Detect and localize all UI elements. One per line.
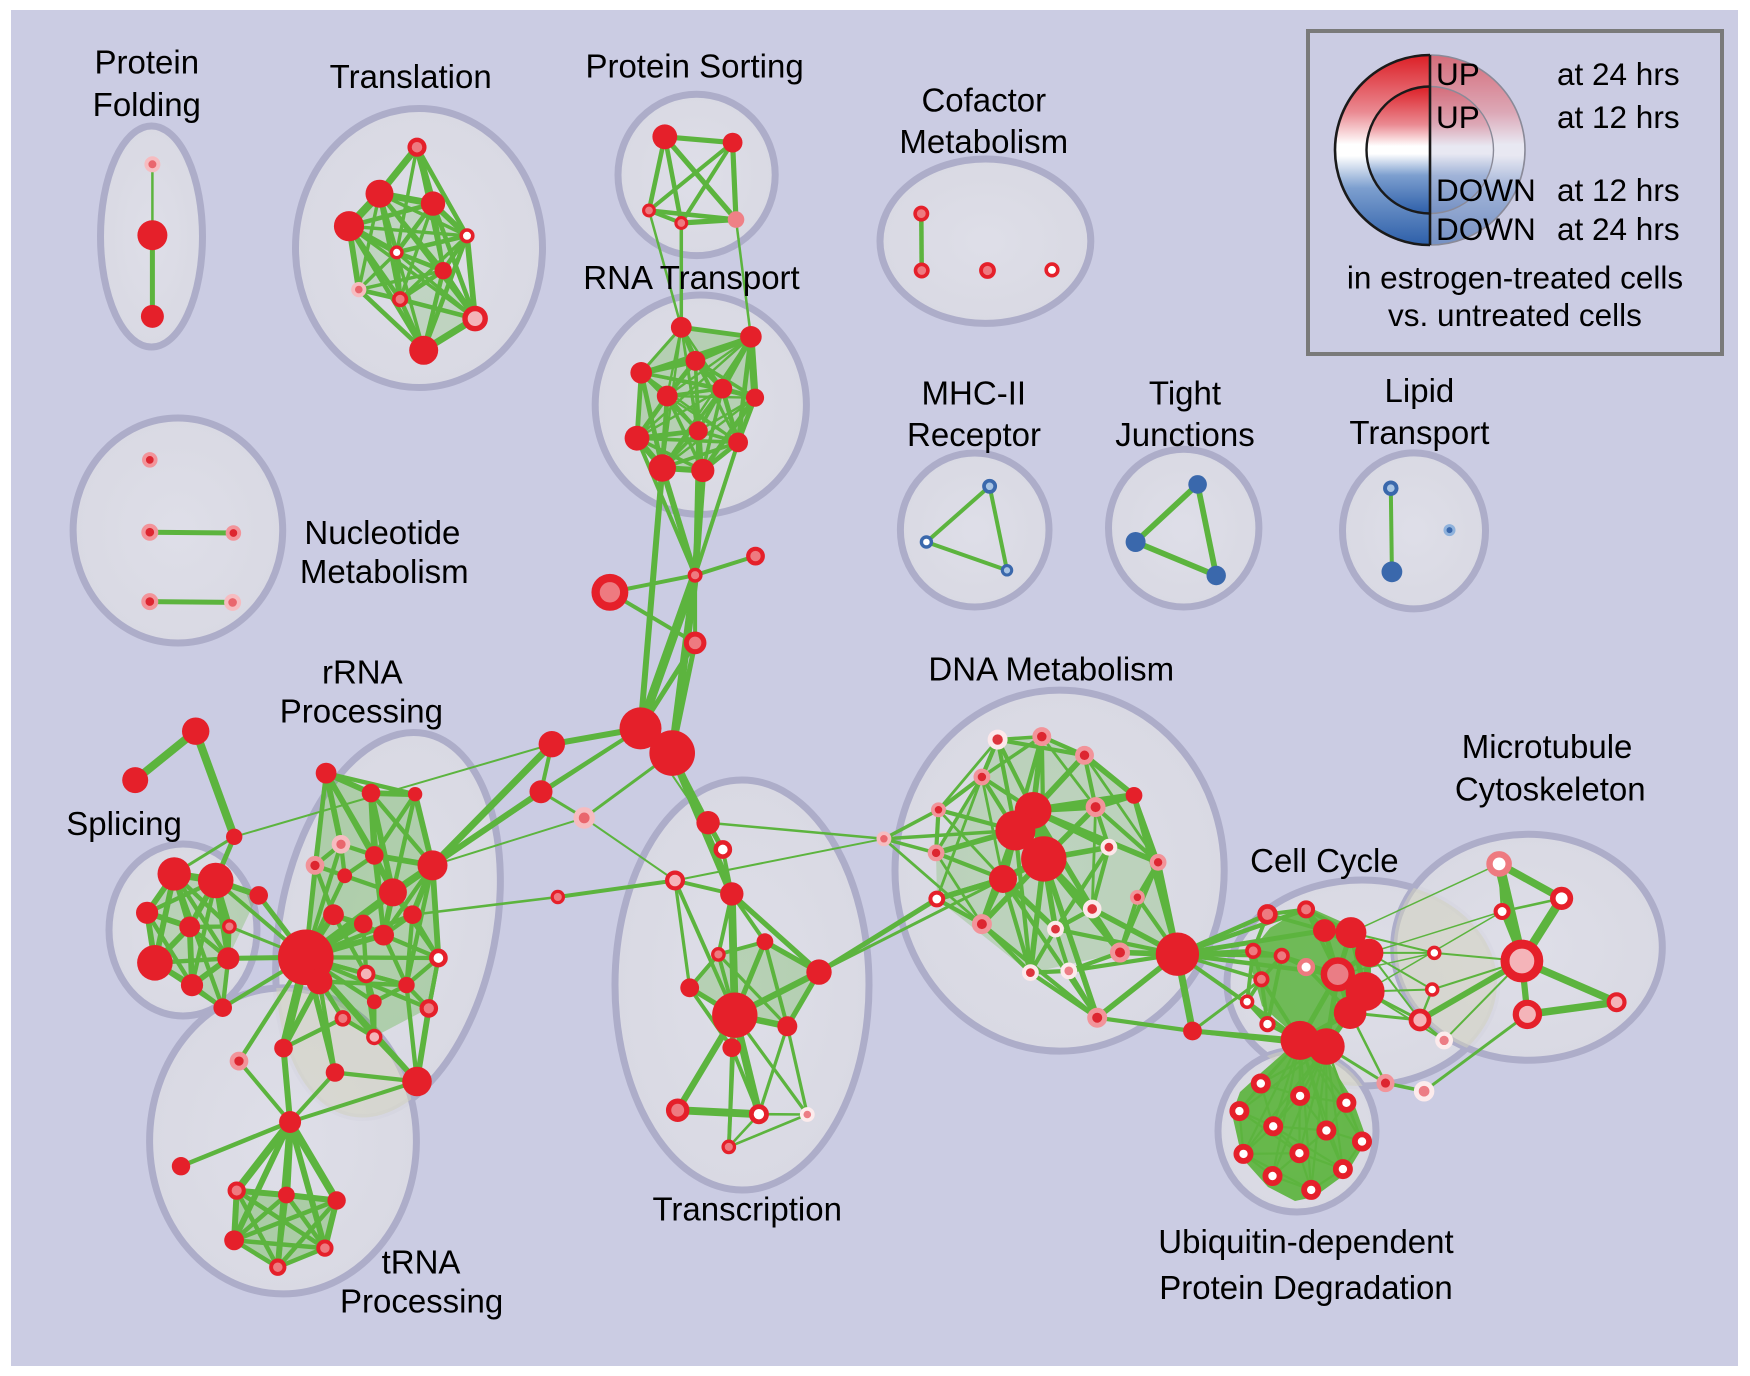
svg-text:in estrogen-treated cells: in estrogen-treated cells <box>1347 260 1683 296</box>
svg-text:Ubiquitin-dependent: Ubiquitin-dependent <box>1158 1223 1453 1260</box>
svg-text:Folding: Folding <box>93 86 201 123</box>
svg-text:UP: UP <box>1436 99 1480 135</box>
svg-text:Cytoskeleton: Cytoskeleton <box>1455 771 1646 808</box>
svg-text:DOWN: DOWN <box>1436 172 1536 208</box>
svg-text:at 24 hrs: at 24 hrs <box>1557 56 1680 92</box>
svg-text:Transcription: Transcription <box>652 1191 842 1228</box>
svg-text:Cell Cycle: Cell Cycle <box>1250 842 1399 879</box>
svg-text:at 12 hrs: at 12 hrs <box>1557 99 1680 135</box>
svg-text:Junctions: Junctions <box>1115 416 1254 453</box>
svg-text:DNA Metabolism: DNA Metabolism <box>928 651 1174 688</box>
svg-text:Transport: Transport <box>1349 414 1489 451</box>
svg-text:Splicing: Splicing <box>66 805 182 842</box>
svg-text:Lipid: Lipid <box>1385 372 1455 409</box>
svg-text:rRNA: rRNA <box>322 654 403 691</box>
svg-text:at 12 hrs: at 12 hrs <box>1557 172 1680 208</box>
svg-text:Microtubule: Microtubule <box>1462 728 1633 765</box>
svg-text:vs. untreated cells: vs. untreated cells <box>1388 297 1642 333</box>
svg-text:Protein Sorting: Protein Sorting <box>585 48 803 85</box>
svg-text:Processing: Processing <box>340 1283 503 1320</box>
svg-text:Protein: Protein <box>95 43 200 80</box>
svg-text:UP: UP <box>1436 56 1480 92</box>
svg-text:Nucleotide: Nucleotide <box>304 514 460 551</box>
svg-text:MHC-II: MHC-II <box>922 375 1026 412</box>
svg-text:Metabolism: Metabolism <box>300 553 469 590</box>
svg-text:RNA Transport: RNA Transport <box>583 259 799 296</box>
svg-text:Translation: Translation <box>330 58 492 95</box>
svg-text:Cofactor: Cofactor <box>921 82 1046 119</box>
svg-text:Receptor: Receptor <box>907 416 1041 453</box>
svg-text:tRNA: tRNA <box>382 1244 461 1281</box>
svg-text:DOWN: DOWN <box>1436 211 1536 247</box>
svg-text:Processing: Processing <box>280 693 443 730</box>
svg-text:Tight: Tight <box>1149 375 1221 412</box>
svg-text:at 24 hrs: at 24 hrs <box>1557 211 1680 247</box>
svg-text:Protein Degradation: Protein Degradation <box>1159 1269 1453 1306</box>
svg-text:Metabolism: Metabolism <box>899 123 1068 160</box>
